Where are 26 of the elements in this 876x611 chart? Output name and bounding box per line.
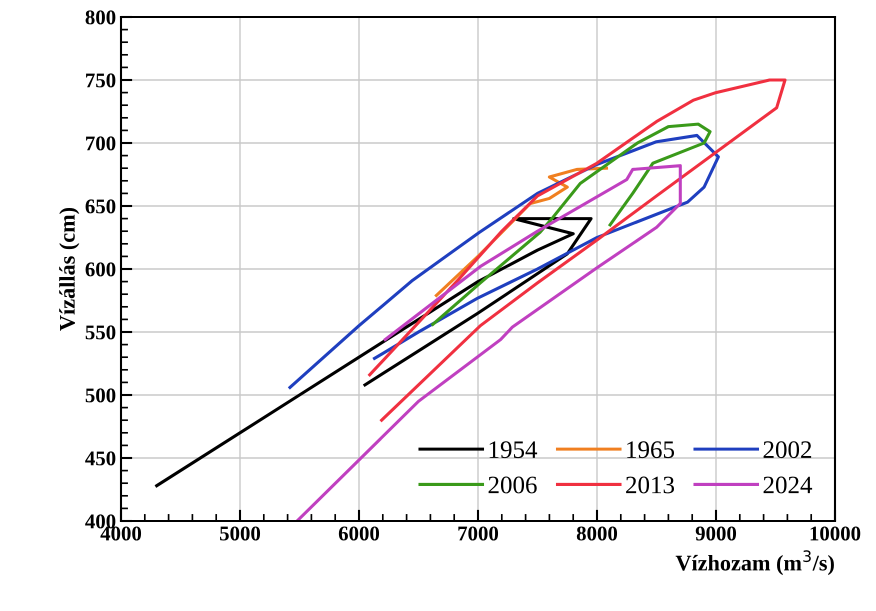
legend-label: 2024	[764, 476, 812, 494]
line-series	[296, 164, 682, 521]
x-axis-title: Vízhozam (m$^{3}$/s)	[676, 550, 834, 576]
legend-label: 2013	[626, 476, 674, 494]
y-tick-label: 800	[86, 10, 116, 24]
line-series	[431, 122, 712, 326]
x-tick-label: 7000	[458, 526, 498, 541]
y-axis-title: Vízállás (cm)	[59, 208, 80, 331]
y-tick-label: 650	[86, 199, 116, 214]
x-tick-label: 9000	[696, 526, 736, 541]
y-tick-label: 700	[86, 136, 116, 150]
legend-label: 2002	[764, 441, 812, 458]
y-tick-label: 450	[85, 451, 116, 466]
y-tick-label: 550	[86, 325, 116, 340]
x-tick-label: 8000	[576, 526, 618, 541]
y-tick-label: 500	[86, 388, 116, 402]
y-tick-label: 750	[86, 73, 116, 88]
y-tick-label: 400	[85, 514, 116, 528]
legend-label: 2006	[488, 476, 537, 494]
y-tick-label: 600	[86, 262, 116, 276]
x-tick-label: 10000	[810, 526, 860, 541]
line-series	[368, 78, 787, 422]
x-tick-label: 6000	[338, 526, 380, 541]
legend-label: 1954	[490, 441, 538, 458]
x-tick-label: 5000	[220, 526, 260, 541]
legend-label: 1965	[627, 441, 674, 458]
